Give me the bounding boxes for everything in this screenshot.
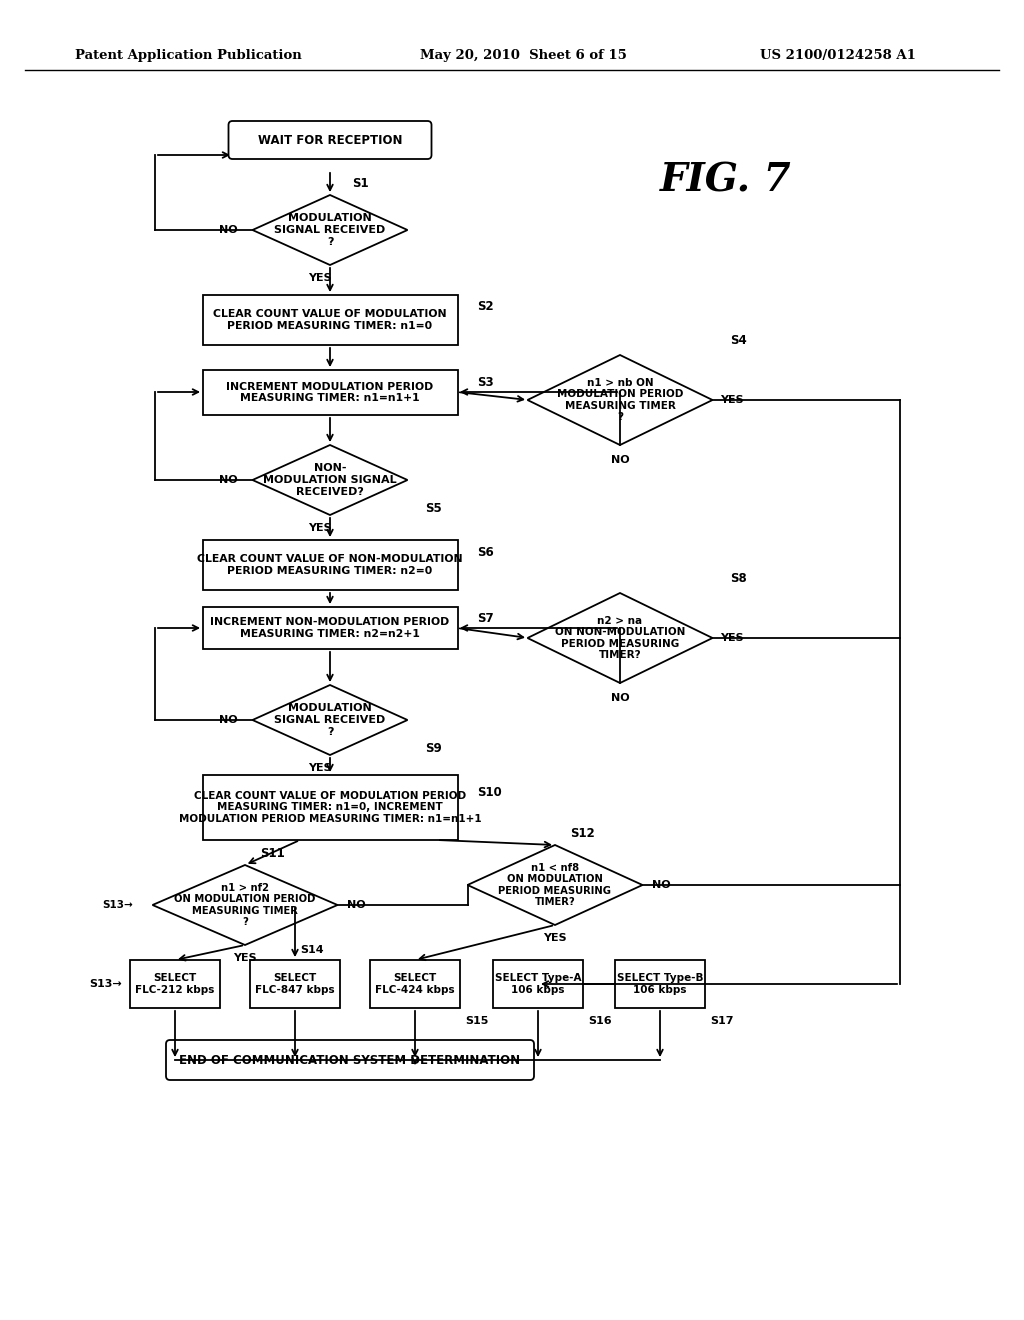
Text: NO: NO: [347, 900, 366, 909]
Text: CLEAR COUNT VALUE OF NON-MODULATION
PERIOD MEASURING TIMER: n2=0: CLEAR COUNT VALUE OF NON-MODULATION PERI…: [198, 554, 463, 576]
Text: S3: S3: [477, 375, 494, 388]
FancyBboxPatch shape: [166, 1040, 534, 1080]
Text: NO: NO: [610, 455, 630, 465]
Text: WAIT FOR RECEPTION: WAIT FOR RECEPTION: [258, 133, 402, 147]
Text: S10: S10: [477, 787, 502, 800]
Text: SELECT
FLC-424 kbps: SELECT FLC-424 kbps: [375, 973, 455, 995]
Text: n2 > na
ON NON-MODULATION
PERIOD MEASURING
TIMER?: n2 > na ON NON-MODULATION PERIOD MEASURI…: [555, 615, 685, 660]
Text: YES: YES: [720, 634, 743, 643]
Text: NO: NO: [610, 693, 630, 704]
Text: INCREMENT MODULATION PERIOD
MEASURING TIMER: n1=n1+1: INCREMENT MODULATION PERIOD MEASURING TI…: [226, 381, 433, 404]
Text: CLEAR COUNT VALUE OF MODULATION
PERIOD MEASURING TIMER: n1=0: CLEAR COUNT VALUE OF MODULATION PERIOD M…: [213, 309, 446, 331]
Text: S4: S4: [730, 334, 746, 347]
FancyBboxPatch shape: [228, 121, 431, 158]
Text: S13→: S13→: [102, 900, 133, 909]
Text: S2: S2: [477, 301, 494, 314]
Text: NO: NO: [219, 224, 238, 235]
Text: US 2100/0124258 A1: US 2100/0124258 A1: [760, 49, 915, 62]
Text: S9: S9: [425, 742, 441, 755]
Text: S6: S6: [477, 545, 494, 558]
Text: S8: S8: [730, 572, 746, 585]
Text: NON-
MODULATION SIGNAL
RECEIVED?: NON- MODULATION SIGNAL RECEIVED?: [263, 463, 397, 496]
Text: S7: S7: [477, 612, 494, 626]
Text: NO: NO: [652, 880, 671, 890]
Text: MODULATION
SIGNAL RECEIVED
?: MODULATION SIGNAL RECEIVED ?: [274, 214, 386, 247]
Text: May 20, 2010  Sheet 6 of 15: May 20, 2010 Sheet 6 of 15: [420, 49, 627, 62]
Polygon shape: [253, 685, 408, 755]
Text: FIG. 7: FIG. 7: [660, 161, 792, 199]
Polygon shape: [468, 845, 642, 925]
Text: n1 < nf8
ON MODULATION
PERIOD MEASURING
TIMER?: n1 < nf8 ON MODULATION PERIOD MEASURING …: [499, 862, 611, 907]
Text: YES: YES: [543, 933, 567, 942]
Text: S17: S17: [710, 1016, 733, 1026]
Polygon shape: [527, 593, 713, 682]
Text: NO: NO: [219, 715, 238, 725]
Text: S11: S11: [260, 847, 285, 861]
Polygon shape: [253, 195, 408, 265]
Bar: [250, 960, 340, 1008]
Bar: [370, 960, 460, 1008]
Text: S14: S14: [300, 945, 324, 954]
Bar: [203, 294, 458, 345]
Bar: [203, 607, 458, 649]
Polygon shape: [153, 865, 338, 945]
Text: MODULATION
SIGNAL RECEIVED
?: MODULATION SIGNAL RECEIVED ?: [274, 704, 386, 737]
Text: S12: S12: [570, 828, 595, 840]
Text: YES: YES: [233, 953, 257, 964]
Text: SELECT
FLC-212 kbps: SELECT FLC-212 kbps: [135, 973, 215, 995]
Text: SELECT Type-A
106 kbps: SELECT Type-A 106 kbps: [495, 973, 582, 995]
Bar: [203, 775, 458, 840]
Text: S16: S16: [588, 1016, 611, 1026]
Text: YES: YES: [308, 273, 332, 282]
Bar: [615, 960, 705, 1008]
Text: SELECT
FLC-847 kbps: SELECT FLC-847 kbps: [255, 973, 335, 995]
Text: n1 > nf2
ON MODULATION PERIOD
MEASURING TIMER
?: n1 > nf2 ON MODULATION PERIOD MEASURING …: [174, 883, 315, 928]
Text: S5: S5: [425, 502, 441, 515]
Text: YES: YES: [308, 763, 332, 774]
Text: CLEAR COUNT VALUE OF MODULATION PERIOD
MEASURING TIMER: n1=0, INCREMENT
MODULATI: CLEAR COUNT VALUE OF MODULATION PERIOD M…: [178, 791, 481, 824]
Polygon shape: [527, 355, 713, 445]
Bar: [203, 370, 458, 414]
Text: S13→: S13→: [89, 979, 122, 989]
Text: INCREMENT NON-MODULATION PERIOD
MEASURING TIMER: n2=n2+1: INCREMENT NON-MODULATION PERIOD MEASURIN…: [210, 618, 450, 639]
Text: SELECT Type-B
106 kbps: SELECT Type-B 106 kbps: [616, 973, 703, 995]
Text: S15: S15: [465, 1016, 488, 1026]
Text: NO: NO: [219, 475, 238, 484]
Text: Patent Application Publication: Patent Application Publication: [75, 49, 302, 62]
Text: S1: S1: [352, 177, 369, 190]
Text: YES: YES: [308, 523, 332, 533]
Bar: [130, 960, 220, 1008]
Text: END OF COMMUNICATION SYSTEM DETERMINATION: END OF COMMUNICATION SYSTEM DETERMINATIO…: [179, 1053, 520, 1067]
Text: YES: YES: [720, 395, 743, 405]
Text: n1 > nb ON
MODULATION PERIOD
MEASURING TIMER
?: n1 > nb ON MODULATION PERIOD MEASURING T…: [557, 378, 683, 422]
Bar: [493, 960, 583, 1008]
Bar: [203, 540, 458, 590]
Polygon shape: [253, 445, 408, 515]
